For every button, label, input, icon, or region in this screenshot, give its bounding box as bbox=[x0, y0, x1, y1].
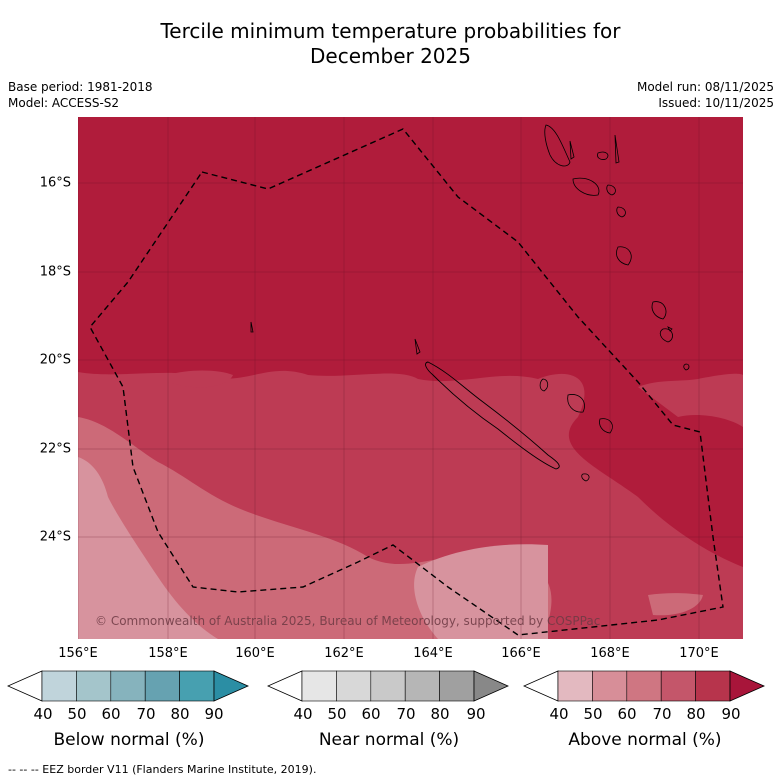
band-70-80-patch bbox=[168, 370, 233, 388]
tick-label: 50 bbox=[67, 705, 87, 723]
title-line-2: December 2025 bbox=[310, 44, 471, 68]
meta-left: Base period: 1981-2018 Model: ACCESS-S2 bbox=[8, 79, 153, 111]
lon-label: 158°E bbox=[148, 646, 188, 661]
colorbar-title-near: Near normal (%) bbox=[318, 730, 460, 750]
tick-label: 90 bbox=[466, 705, 486, 723]
lat-label: 20°S bbox=[39, 352, 71, 368]
lifou-island bbox=[567, 394, 585, 413]
efate bbox=[616, 246, 632, 266]
colorbar-swatch-low bbox=[267, 670, 303, 702]
tick-label: 70 bbox=[396, 705, 416, 723]
tick-label: 80 bbox=[170, 705, 190, 723]
maewo bbox=[569, 140, 575, 160]
colorbar-swatch bbox=[336, 670, 372, 702]
lon-label: 164°E bbox=[413, 646, 453, 661]
colorbar-swatch bbox=[301, 670, 337, 702]
colorbar-swatch bbox=[660, 670, 696, 702]
colorbar-swatch bbox=[41, 670, 77, 702]
gridlines bbox=[78, 117, 743, 639]
new-caledonia-coast bbox=[425, 361, 560, 470]
ambrym bbox=[606, 184, 616, 196]
colorbar-swatch bbox=[592, 670, 628, 702]
tick-label: 60 bbox=[101, 705, 121, 723]
lon-label: 166°E bbox=[501, 646, 541, 661]
band-50-60 bbox=[78, 457, 218, 639]
tick-label: 50 bbox=[327, 705, 347, 723]
probability-map[interactable] bbox=[78, 117, 743, 639]
lon-label: 160°E bbox=[235, 646, 275, 661]
tick-label: 40 bbox=[293, 705, 313, 723]
ambae bbox=[597, 151, 609, 160]
colorbar-swatch bbox=[144, 670, 180, 702]
issued-date: Issued: 10/11/2025 bbox=[658, 96, 774, 110]
tick-label: 40 bbox=[549, 705, 569, 723]
lon-label: 170°E bbox=[679, 646, 719, 661]
tick-label: 80 bbox=[430, 705, 450, 723]
colorbar-swatch bbox=[626, 670, 662, 702]
colorbar-swatch-high bbox=[473, 670, 509, 702]
tick-label: 60 bbox=[617, 705, 637, 723]
tick-label: 50 bbox=[583, 705, 603, 723]
tick-label: 90 bbox=[721, 705, 741, 723]
colorbar-swatch bbox=[179, 670, 215, 702]
colorbar-near-normal bbox=[267, 670, 509, 702]
pentecost bbox=[614, 134, 620, 164]
colorbar-swatch bbox=[557, 670, 593, 702]
tick-label: 90 bbox=[204, 705, 224, 723]
lat-label: 16°S bbox=[39, 175, 71, 191]
base-period: Base period: 1981-2018 bbox=[8, 80, 153, 94]
colorbar-swatch bbox=[439, 670, 475, 702]
colorbar-title-above: Above normal (%) bbox=[568, 730, 722, 750]
islet-east bbox=[667, 326, 673, 332]
lat-label: 18°S bbox=[39, 264, 71, 280]
tick-label: 80 bbox=[686, 705, 706, 723]
islet-west bbox=[250, 321, 254, 333]
isle-of-pines bbox=[581, 473, 590, 482]
map-canvas bbox=[78, 117, 743, 639]
colorbar-swatch bbox=[370, 670, 406, 702]
colorbar-swatches bbox=[523, 670, 765, 702]
colorbar-below-normal bbox=[7, 670, 249, 702]
band-60-70-east bbox=[648, 593, 703, 616]
lat-label: 22°S bbox=[39, 441, 71, 457]
colorbar-title-below: Below normal (%) bbox=[53, 730, 205, 750]
epi bbox=[616, 206, 626, 218]
colorbar-swatch bbox=[76, 670, 112, 702]
chart-title: Tercile minimum temperature probabilitie… bbox=[0, 19, 781, 69]
colorbar-above-normal bbox=[523, 670, 765, 702]
title-line-1: Tercile minimum temperature probabilitie… bbox=[160, 19, 621, 43]
colorbar-swatch bbox=[404, 670, 440, 702]
tick-label: 70 bbox=[652, 705, 672, 723]
malekula bbox=[572, 177, 600, 196]
aneityum bbox=[683, 363, 690, 371]
tick-label: 70 bbox=[136, 705, 156, 723]
band-50-60-central bbox=[414, 544, 548, 639]
colorbar-swatches bbox=[7, 670, 249, 702]
eez-legend-note: -- -- -- EEZ border V11 (Flanders Marine… bbox=[8, 763, 317, 776]
copyright-notice: © Commonwealth of Australia 2025, Bureau… bbox=[95, 614, 601, 628]
lon-label: 162°E bbox=[324, 646, 364, 661]
lon-label: 156°E bbox=[58, 646, 98, 661]
colorbar-swatch-high bbox=[729, 670, 765, 702]
band-70-80-east bbox=[638, 373, 743, 427]
erromango bbox=[651, 301, 667, 320]
colorbar-swatches bbox=[267, 670, 509, 702]
colorbar-swatch bbox=[695, 670, 731, 702]
colorbar-swatch-low bbox=[523, 670, 559, 702]
lon-label: 168°E bbox=[590, 646, 630, 661]
meta-right: Model run: 08/11/2025 Issued: 10/11/2025 bbox=[637, 79, 774, 111]
tick-label: 40 bbox=[33, 705, 53, 723]
belep-islands bbox=[414, 338, 421, 355]
colorbar-swatch-high bbox=[213, 670, 249, 702]
lat-label: 24°S bbox=[39, 529, 71, 545]
espiritu-santo bbox=[544, 124, 571, 167]
mare-island bbox=[599, 418, 613, 434]
ouvea-island bbox=[539, 378, 549, 392]
colorbar-swatch bbox=[110, 670, 146, 702]
tick-label: 60 bbox=[361, 705, 381, 723]
model-run: Model run: 08/11/2025 bbox=[636, 80, 774, 94]
model-name: Model: ACCESS-S2 bbox=[8, 96, 120, 110]
colorbar-swatch-low bbox=[7, 670, 43, 702]
